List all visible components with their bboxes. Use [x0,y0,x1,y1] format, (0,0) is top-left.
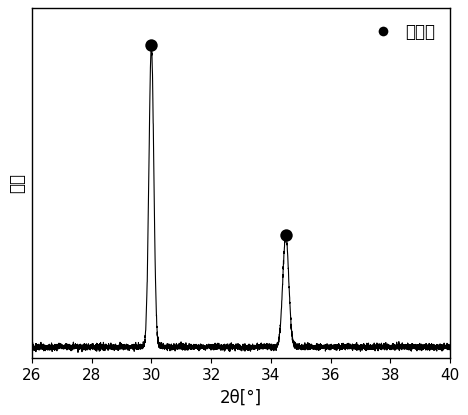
Point [147,42,155,49]
Point [282,232,290,239]
X-axis label: 2θ[°]: 2θ[°] [220,389,262,407]
Y-axis label: 强度: 强度 [8,173,26,193]
Legend: 氢化鉴: 氢化鉴 [360,17,442,48]
